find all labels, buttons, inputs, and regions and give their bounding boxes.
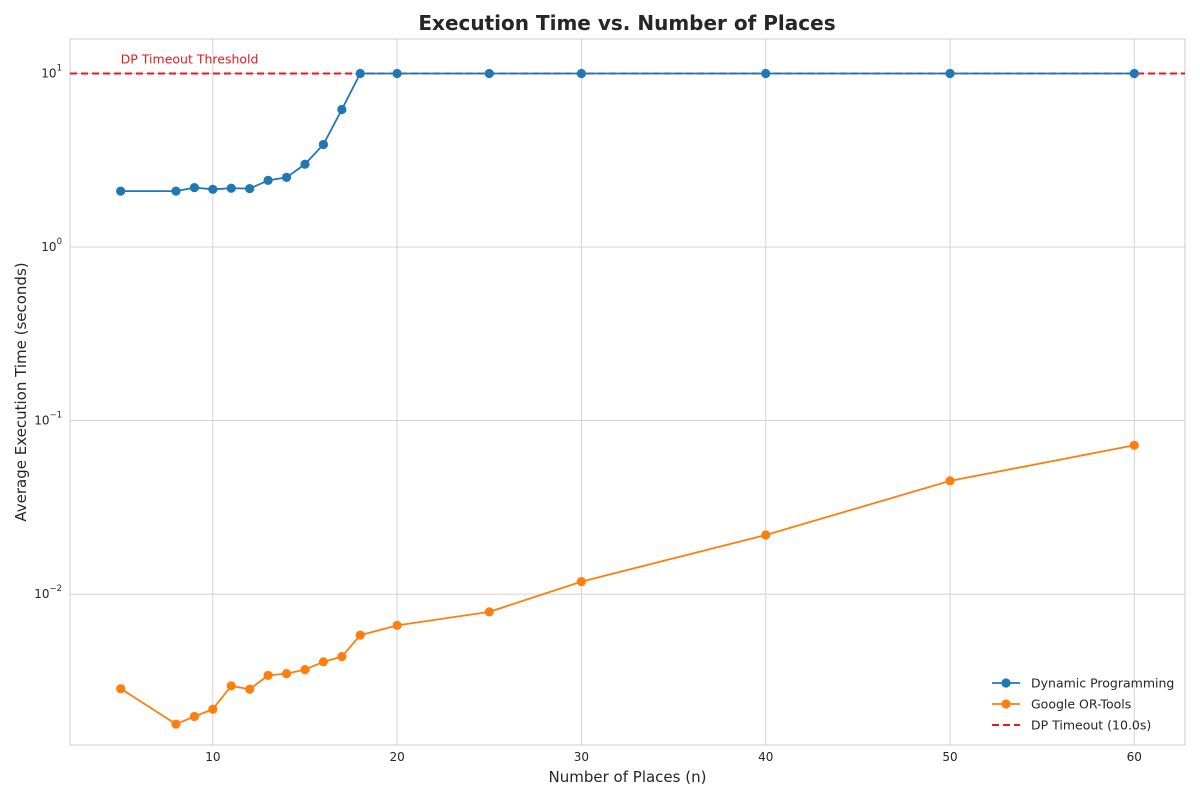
y-tick-label: 100 — [41, 237, 62, 254]
legend-item: Google OR-Tools — [992, 697, 1131, 712]
data-point — [355, 630, 365, 640]
x-tick-label: 20 — [389, 750, 404, 764]
legend-label: Dynamic Programming — [1031, 676, 1174, 691]
data-point — [392, 620, 402, 630]
data-point — [281, 669, 292, 679]
data-point — [392, 68, 402, 79]
data-point — [337, 652, 347, 662]
x-tick-label: 40 — [758, 750, 773, 764]
legend-item: Dynamic Programming — [992, 676, 1174, 691]
series-line — [120, 72, 1135, 192]
data-point — [761, 68, 771, 79]
data-point — [484, 68, 494, 79]
data-point — [355, 68, 365, 79]
data-point — [208, 184, 218, 194]
series-0 — [116, 68, 1139, 196]
grid — [70, 39, 1185, 745]
data-point — [245, 684, 255, 694]
x-axis-ticks: 10 20 30 40 50 60 — [205, 750, 1142, 764]
data-point — [318, 657, 329, 667]
data-point — [189, 182, 200, 193]
data-point — [171, 186, 181, 196]
legend-label: DP Timeout (10.0s) — [1031, 718, 1151, 733]
series-line — [120, 444, 1135, 726]
data-point — [945, 68, 955, 79]
timeout-annotation: DP Timeout Threshold — [121, 51, 259, 66]
y-tick-label: 10−1 — [34, 411, 62, 428]
data-point — [945, 476, 955, 486]
chart-title: Execution Time vs. Number of Places — [418, 11, 835, 35]
data-point — [576, 577, 587, 587]
series-1 — [116, 440, 1139, 729]
data-point — [576, 68, 587, 79]
legend-marker — [1001, 678, 1011, 688]
legend-marker — [1001, 699, 1011, 709]
x-axis-label: Number of Places (n) — [549, 768, 707, 786]
data-point — [226, 183, 236, 193]
y-axis-label: Average Execution Time (seconds) — [12, 262, 30, 521]
data-point — [337, 104, 347, 115]
data-point — [300, 159, 310, 169]
data-point — [245, 184, 255, 194]
data-point — [1129, 440, 1139, 450]
y-tick-label: 10−2 — [34, 584, 62, 601]
y-tick-label: 101 — [41, 63, 62, 80]
y-axis-ticks: 10−2 10−1 100 101 — [34, 63, 62, 601]
legend-item: DP Timeout (10.0s) — [992, 718, 1151, 733]
x-tick-label: 50 — [942, 750, 957, 764]
data-point — [189, 711, 200, 722]
data-point — [281, 172, 292, 182]
x-tick-label: 60 — [1127, 750, 1142, 764]
data-point — [263, 670, 273, 680]
data-point — [116, 186, 126, 196]
data-point — [263, 175, 273, 186]
data-point — [116, 684, 126, 694]
plot-frame — [69, 38, 1186, 746]
data-point — [761, 530, 771, 540]
data-point — [226, 681, 236, 691]
data-point — [300, 665, 310, 675]
data-point — [1129, 68, 1139, 79]
series — [116, 68, 1139, 729]
data-point — [484, 607, 494, 617]
legend-label: Google OR-Tools — [1031, 697, 1131, 712]
x-tick-label: 10 — [205, 750, 220, 764]
data-point — [171, 719, 181, 729]
annotations: DP Timeout Threshold — [121, 51, 259, 66]
data-point — [208, 704, 218, 714]
legend: Dynamic Programming Google OR-Tools DP Tim… — [992, 676, 1174, 733]
data-point — [318, 139, 329, 150]
x-tick-label: 30 — [574, 750, 589, 764]
